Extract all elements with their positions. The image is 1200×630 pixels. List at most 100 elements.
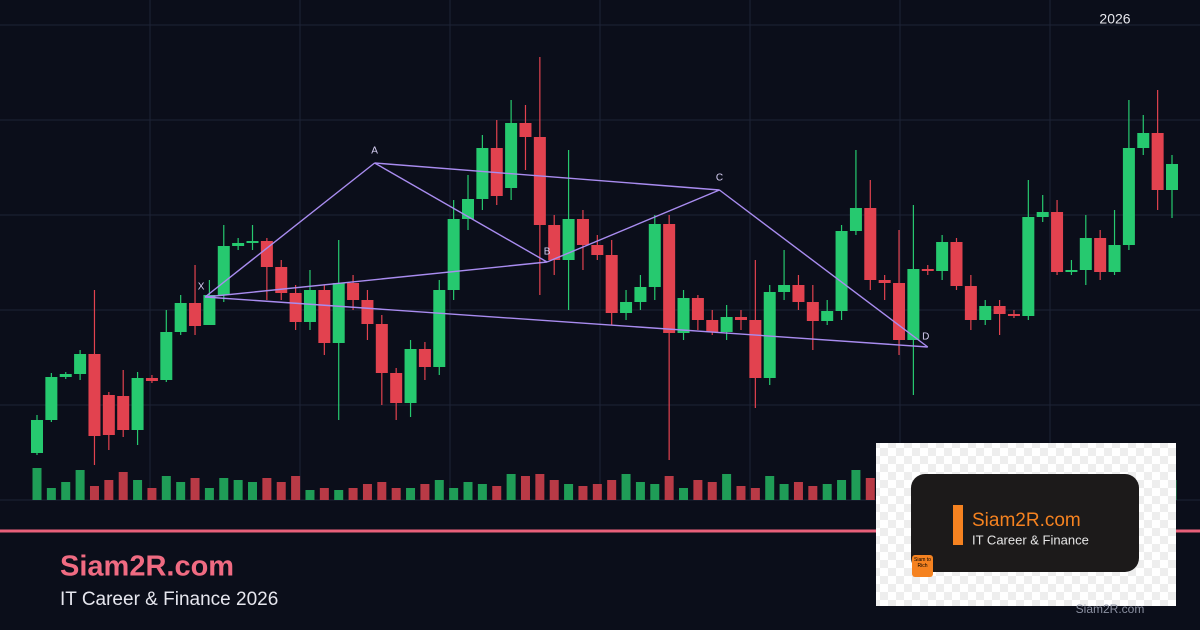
candle-body xyxy=(145,378,158,381)
candle-body xyxy=(88,354,101,436)
site-title: Siam2R.com xyxy=(60,551,234,583)
candle-body xyxy=(447,219,460,290)
volume-bar xyxy=(635,482,645,500)
volume-bar xyxy=(32,468,42,500)
logo-badge xyxy=(912,555,933,577)
candle-body xyxy=(620,302,633,313)
candle-body xyxy=(375,324,388,373)
candle-body xyxy=(1065,270,1078,272)
candle-body xyxy=(562,219,575,260)
candle-body xyxy=(591,245,604,255)
volume-bar xyxy=(779,484,789,500)
logo-tagline: IT Career & Finance xyxy=(972,532,1089,547)
volume-bar xyxy=(334,490,344,500)
volume-bar xyxy=(592,484,602,500)
candle-body xyxy=(232,243,245,246)
candle-body xyxy=(1094,238,1107,272)
volume-bar xyxy=(147,488,157,500)
volume-bar xyxy=(420,484,430,500)
candle-body xyxy=(706,320,719,332)
logo-site: Siam2R.com xyxy=(972,510,1081,531)
candle-body xyxy=(605,255,618,313)
volume-bar xyxy=(564,484,574,500)
candle-body xyxy=(763,292,776,378)
candle-body xyxy=(433,290,446,367)
volume-bar xyxy=(118,472,128,500)
volume-bar xyxy=(822,484,832,500)
badge-text: Siam to Rich xyxy=(914,557,931,569)
candle-body xyxy=(361,300,374,324)
year-label: 2026 xyxy=(1099,11,1130,27)
candle-body xyxy=(533,137,546,225)
volume-bar xyxy=(89,486,99,500)
volume-bar xyxy=(219,478,229,500)
pattern-label: D xyxy=(922,332,929,343)
candle-body xyxy=(476,148,489,199)
volume-bar xyxy=(851,470,861,500)
candle-body xyxy=(576,219,589,245)
volume-bar xyxy=(176,482,186,500)
volume-bar xyxy=(61,482,71,500)
candle-body xyxy=(691,298,704,320)
candle-body xyxy=(1007,314,1020,316)
candle-body xyxy=(45,377,58,420)
candle-body xyxy=(318,290,331,343)
volume-bar xyxy=(377,482,387,500)
candle-body xyxy=(462,199,475,219)
volume-bar xyxy=(679,488,689,500)
candle-body xyxy=(849,208,862,231)
candle-body xyxy=(907,269,920,340)
candle-body xyxy=(217,246,230,295)
volume-bar xyxy=(492,486,502,500)
candle-body xyxy=(1079,238,1092,270)
candle-body xyxy=(1122,148,1135,245)
volume-bar xyxy=(291,476,301,500)
pattern-line xyxy=(205,296,928,348)
volume-bar xyxy=(104,480,114,500)
volume-bar xyxy=(765,476,775,500)
candle-body xyxy=(418,349,431,367)
candle-body xyxy=(1108,245,1121,272)
candle-body xyxy=(979,306,992,320)
site-tagline: IT Career & Finance 2026 xyxy=(60,589,278,610)
candle-body xyxy=(648,224,661,287)
pattern-line xyxy=(374,162,548,263)
volume-bar xyxy=(793,482,803,500)
volume-bar xyxy=(650,484,660,500)
candle-body xyxy=(117,396,130,430)
candle-body xyxy=(174,303,187,332)
candle-body xyxy=(203,295,216,325)
volume-bar xyxy=(463,482,473,500)
badge-wrap: Siam to Rich xyxy=(914,557,931,569)
candle-body xyxy=(1166,164,1178,190)
volume-bar xyxy=(808,486,818,500)
volume-bar xyxy=(707,482,717,500)
volume-bar xyxy=(434,480,444,500)
volume-bar xyxy=(406,488,416,500)
volume-bar xyxy=(477,484,487,500)
candle-body xyxy=(677,298,690,333)
candle-body xyxy=(347,283,360,300)
volume-bar xyxy=(520,476,530,500)
volume-bar xyxy=(693,480,703,500)
volume-bar xyxy=(190,478,200,500)
candle-body xyxy=(275,267,288,293)
volume-bar xyxy=(865,478,875,500)
volume-bar xyxy=(722,474,732,500)
volume-bar xyxy=(736,486,746,500)
candle-body xyxy=(74,354,87,374)
candle-body xyxy=(131,378,144,430)
volume-bar xyxy=(204,488,214,500)
candle-body xyxy=(160,332,173,380)
pattern-line xyxy=(205,261,548,298)
volume-bar xyxy=(348,488,358,500)
volume-bar xyxy=(391,488,401,500)
candle-body xyxy=(864,208,877,280)
candle-body xyxy=(893,283,906,340)
candle-body xyxy=(390,373,403,403)
volume-bar xyxy=(305,490,315,500)
candle-body xyxy=(878,280,891,283)
candle-body xyxy=(289,293,302,322)
